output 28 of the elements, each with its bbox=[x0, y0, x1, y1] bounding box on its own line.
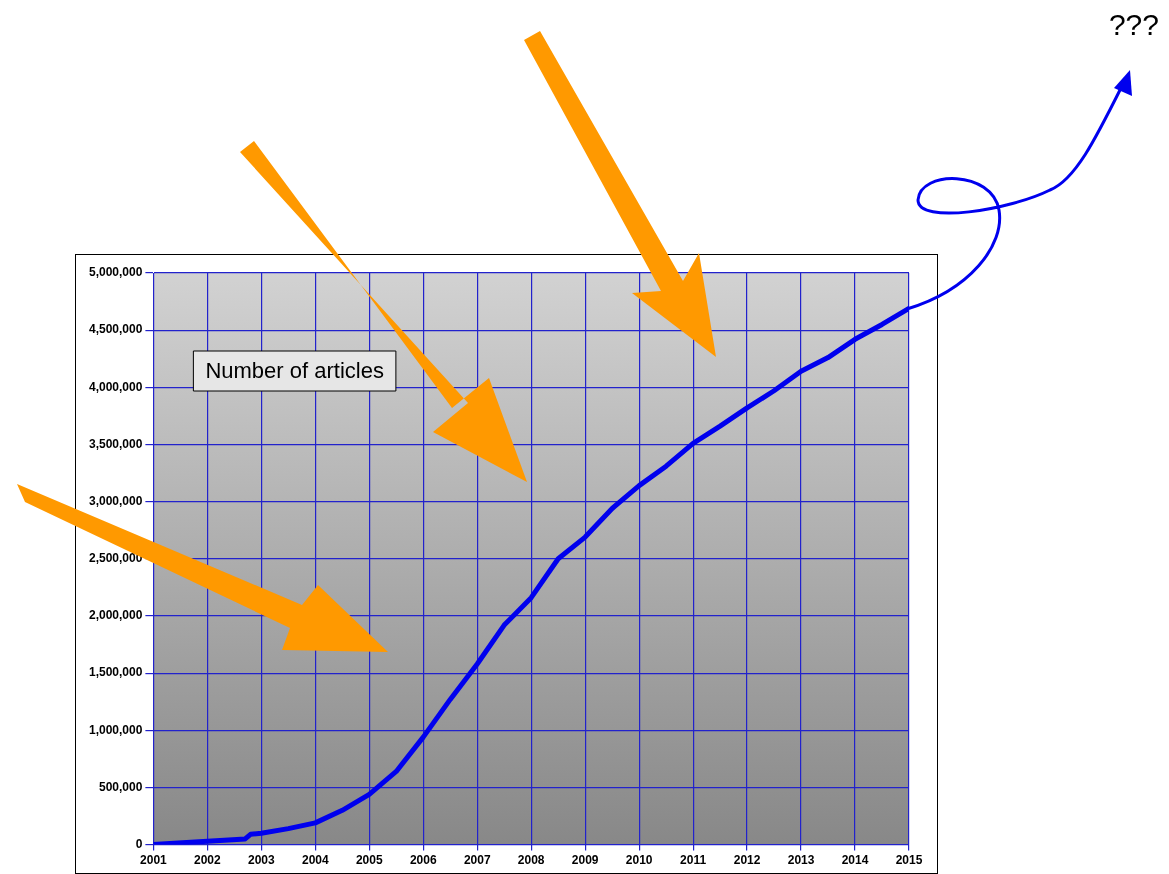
x-tick-label: 2014 bbox=[841, 853, 869, 868]
x-tick-label: 2004 bbox=[301, 853, 329, 868]
y-tick-label: 2,000,000 bbox=[88, 608, 143, 623]
x-tick-label: 2012 bbox=[733, 853, 761, 868]
x-tick-label: 2001 bbox=[140, 853, 168, 868]
y-tick-label: 5,000,000 bbox=[88, 265, 143, 280]
x-tick-label: 2003 bbox=[247, 853, 275, 868]
y-tick-label: 3,000,000 bbox=[88, 493, 143, 508]
y-tick-label: 3,500,000 bbox=[88, 436, 143, 451]
x-tick-label: 2008 bbox=[517, 853, 545, 868]
y-tick-label: 500,000 bbox=[98, 779, 143, 794]
text: Number of articles bbox=[205, 358, 384, 384]
y-tick-label: 2,500,000 bbox=[88, 551, 143, 566]
y-tick-label: 1,000,000 bbox=[88, 722, 143, 737]
y-tick-label: 1,500,000 bbox=[88, 665, 143, 680]
x-tick-label: 2002 bbox=[194, 853, 222, 868]
y-tick-label: 4,500,000 bbox=[88, 322, 143, 337]
y-tick-label: 0 bbox=[135, 836, 143, 851]
x-tick-label: 2011 bbox=[680, 853, 707, 868]
y-tick-label: 4,000,000 bbox=[88, 379, 143, 394]
x-tick-label: 2005 bbox=[355, 853, 383, 868]
x-tick-label: 2015 bbox=[895, 853, 923, 868]
x-tick-label: 2010 bbox=[625, 853, 653, 868]
x-tick-label: 2007 bbox=[463, 853, 491, 868]
x-tick-label: 2013 bbox=[787, 853, 815, 868]
x-tick-label: 2009 bbox=[571, 853, 599, 868]
text: ??? bbox=[1108, 8, 1159, 42]
x-tick-label: 2006 bbox=[409, 853, 437, 868]
